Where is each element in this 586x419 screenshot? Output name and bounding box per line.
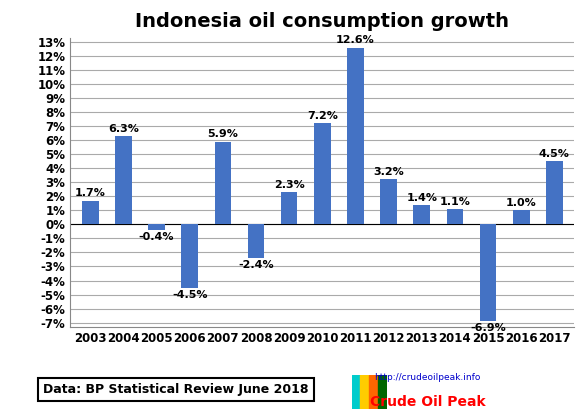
Bar <box>148 224 165 230</box>
Bar <box>360 375 369 409</box>
Text: http://crudeoilpeak.info: http://crudeoilpeak.info <box>374 372 481 382</box>
Text: -6.9%: -6.9% <box>470 323 506 333</box>
Bar <box>546 161 563 224</box>
Bar <box>347 47 364 224</box>
Text: Data: BP Statistical Review June 2018: Data: BP Statistical Review June 2018 <box>43 383 309 396</box>
Bar <box>447 209 463 224</box>
Bar <box>82 201 98 224</box>
Text: Crude Oil Peak: Crude Oil Peak <box>370 395 486 409</box>
Text: -0.4%: -0.4% <box>139 232 174 242</box>
Bar <box>248 224 264 258</box>
Bar <box>414 205 430 224</box>
Text: 4.5%: 4.5% <box>539 149 570 159</box>
Bar <box>214 142 231 224</box>
Bar <box>182 224 198 287</box>
Text: -2.4%: -2.4% <box>238 260 274 270</box>
Text: 1.4%: 1.4% <box>406 193 437 203</box>
Text: 1.0%: 1.0% <box>506 198 537 208</box>
Text: 1.1%: 1.1% <box>440 197 471 207</box>
Bar <box>480 224 496 321</box>
Text: -4.5%: -4.5% <box>172 290 207 300</box>
Bar <box>281 192 298 224</box>
Text: 3.2%: 3.2% <box>373 167 404 177</box>
Text: 2.3%: 2.3% <box>274 180 305 190</box>
Bar <box>352 375 360 409</box>
Title: Indonesia oil consumption growth: Indonesia oil consumption growth <box>135 12 509 31</box>
Text: 5.9%: 5.9% <box>207 129 239 140</box>
Text: 12.6%: 12.6% <box>336 36 375 45</box>
Text: 6.3%: 6.3% <box>108 124 139 134</box>
Bar <box>378 375 387 409</box>
Bar <box>513 210 530 224</box>
Bar <box>314 123 331 224</box>
Text: 1.7%: 1.7% <box>75 189 105 199</box>
Bar <box>369 375 378 409</box>
Text: 7.2%: 7.2% <box>307 111 338 121</box>
Bar <box>115 136 132 224</box>
Bar <box>380 179 397 224</box>
